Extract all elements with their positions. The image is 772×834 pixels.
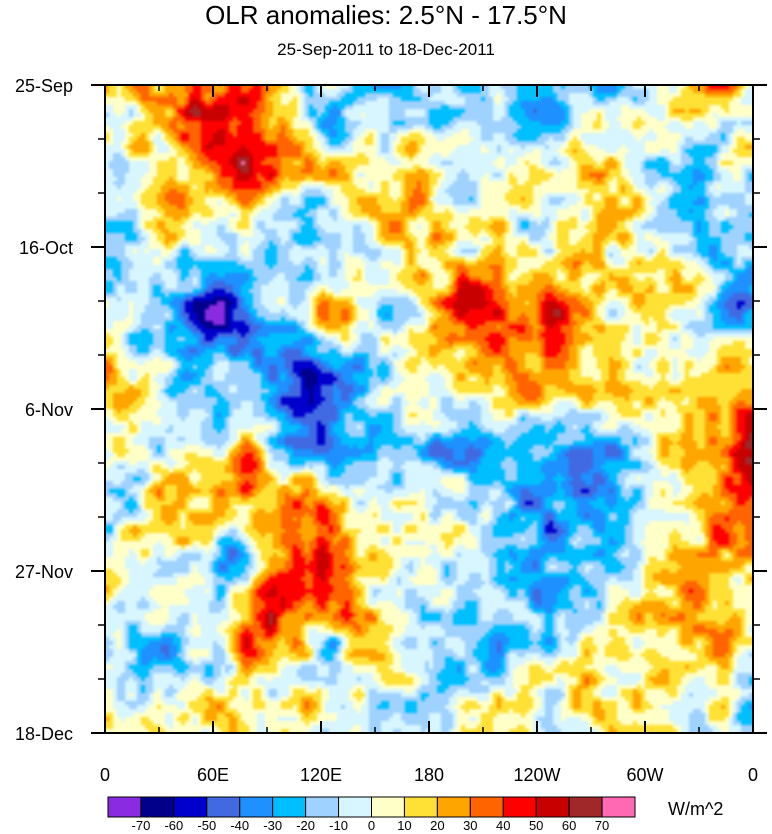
colorbar-swatch — [568, 796, 603, 818]
x-tick-label: 120E — [300, 765, 342, 785]
colorbar-label: -50 — [197, 818, 216, 833]
colorbar-label: 30 — [463, 818, 477, 833]
colorbar-label: 60 — [562, 818, 576, 833]
heatmap-field — [105, 85, 753, 733]
x-tick-label: 0 — [100, 765, 110, 785]
y-tick-label: 18-Dec — [15, 724, 73, 744]
chart-subtitle: 25-Sep-2011 to 18-Dec-2011 — [277, 40, 495, 59]
axis-ticks: 0 60E 120E 180 120W 60W 0 25-Sep 16-Oct 6-Nov 27-N… — [15, 76, 767, 785]
colorbar-swatch — [206, 796, 241, 818]
x-tick-label: 180 — [414, 765, 444, 785]
colorbar-swatch — [535, 796, 570, 818]
colorbar-swatch — [272, 796, 307, 818]
colorbar-label: -60 — [164, 818, 183, 833]
colorbar-swatch — [403, 796, 438, 818]
colorbar-swatch — [371, 796, 405, 818]
colorbar-units: W/m^2 — [668, 799, 723, 819]
chart-title: OLR anomalies: 2.5°N - 17.5°N — [205, 0, 567, 30]
y-tick-label: 27-Nov — [15, 562, 73, 582]
colorbar-label: -10 — [329, 818, 348, 833]
colorbar-swatch — [469, 796, 504, 818]
x-tick-label: 60W — [626, 765, 663, 785]
colorbar-swatch — [305, 796, 340, 818]
colorbar-swatch — [173, 796, 208, 818]
colorbar-label: 0 — [368, 818, 375, 833]
colorbar-swatch — [140, 796, 175, 818]
colorbar-label: -30 — [263, 818, 282, 833]
colorbar-label: 50 — [529, 818, 543, 833]
colorbar-swatch — [338, 796, 372, 818]
colorbar-label: -40 — [230, 818, 249, 833]
x-tick-label: 0 — [748, 765, 758, 785]
colorbar-swatch — [436, 796, 471, 818]
colorbar-label: -70 — [132, 818, 151, 833]
colorbar-swatch — [502, 796, 537, 818]
colorbar-label: 10 — [397, 818, 411, 833]
y-tick-label: 6-Nov — [25, 400, 73, 420]
x-tick-label: 120W — [513, 765, 560, 785]
y-tick-label: 16-Oct — [19, 238, 73, 258]
y-tick-label: 25-Sep — [15, 76, 73, 96]
colorbar-label: 20 — [430, 818, 444, 833]
colorbar-label: -20 — [296, 818, 315, 833]
colorbar-swatch — [239, 796, 274, 818]
colorbar: -70 -60 -50 -40 -30 -20 -10 0 10 20 30 40 50 60 70 — [107, 796, 636, 833]
colorbar-label: 40 — [496, 818, 510, 833]
colorbar-swatch — [107, 796, 142, 818]
x-tick-label: 60E — [197, 765, 229, 785]
colorbar-label: 70 — [595, 818, 609, 833]
colorbar-swatch — [601, 796, 636, 818]
